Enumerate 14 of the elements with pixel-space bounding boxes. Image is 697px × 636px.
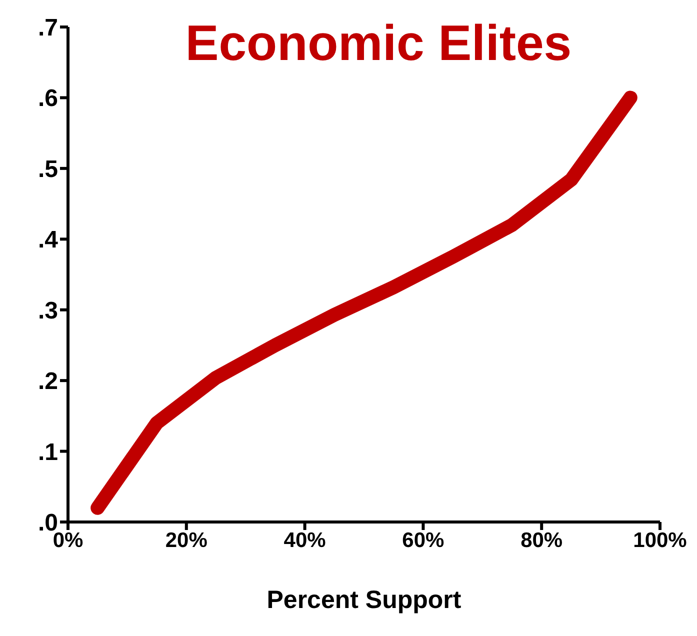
chart-title: Economic Elites: [185, 15, 572, 71]
x-tick-label: 40%: [284, 528, 326, 552]
y-tick-label: .1: [38, 438, 58, 466]
x-tick-label: 100%: [633, 528, 688, 552]
x-tick-label: 80%: [520, 528, 563, 552]
y-tick-label: .5: [38, 156, 58, 183]
y-tick-label: .6: [38, 85, 58, 112]
x-tick-label: 60%: [402, 528, 445, 552]
y-tick-label: .3: [38, 297, 58, 324]
x-tick-label: 20%: [165, 528, 208, 552]
y-tick-label: .4: [38, 226, 59, 254]
y-tick-label: .2: [38, 368, 58, 396]
y-tick-label: .7: [38, 14, 58, 42]
x-axis-title: Percent Support: [266, 586, 462, 614]
